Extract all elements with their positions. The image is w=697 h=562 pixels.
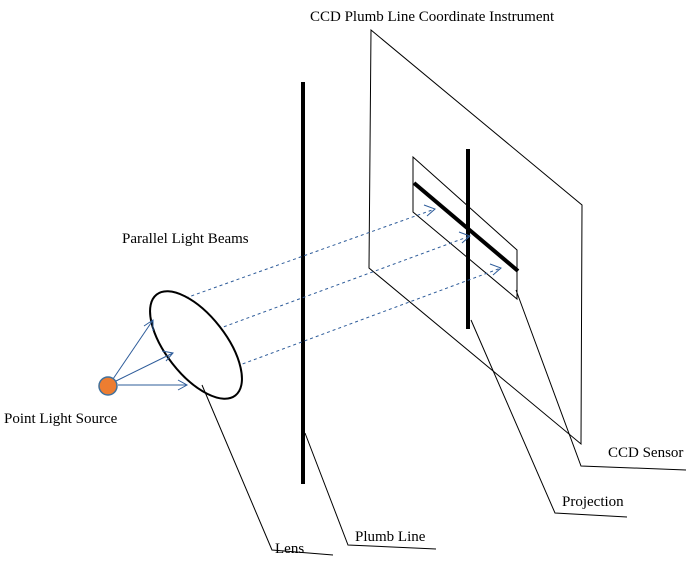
projection-leader-line <box>470 319 628 518</box>
beam-arrowhead <box>489 263 502 276</box>
beam-arrowhead <box>423 204 436 217</box>
ccd-sensor-leader-line <box>515 289 687 471</box>
ccd-sensor-plate <box>412 155 518 301</box>
source-ray-arrowhead <box>161 350 174 362</box>
lens-label: Lens <box>275 541 304 557</box>
source-ray-arrowhead <box>177 379 189 391</box>
ccd-sensor-label: CCD Sensor <box>608 445 683 461</box>
point-light-source-label: Point Light Source <box>4 411 118 427</box>
point-light-source-dot <box>98 376 118 396</box>
lens <box>149 290 243 400</box>
parallel-light-beams-label: Parallel Light Beams <box>122 231 249 247</box>
beam-arrowhead <box>458 231 471 244</box>
lens-leader-line <box>201 384 334 556</box>
source-ray <box>112 319 154 380</box>
projection-label: Projection <box>562 494 624 510</box>
source-ray-arrowhead <box>143 319 154 331</box>
instrument-frame <box>368 28 583 446</box>
light-beam <box>236 267 502 367</box>
diagram-title: CCD Plumb Line Coordinate Instrument <box>310 9 555 25</box>
light-beam <box>206 235 471 334</box>
light-beam <box>179 208 436 301</box>
plumb-line-label: Plumb Line <box>355 529 426 545</box>
plumb-line-leader-line <box>304 432 437 550</box>
source-ray <box>115 352 174 382</box>
